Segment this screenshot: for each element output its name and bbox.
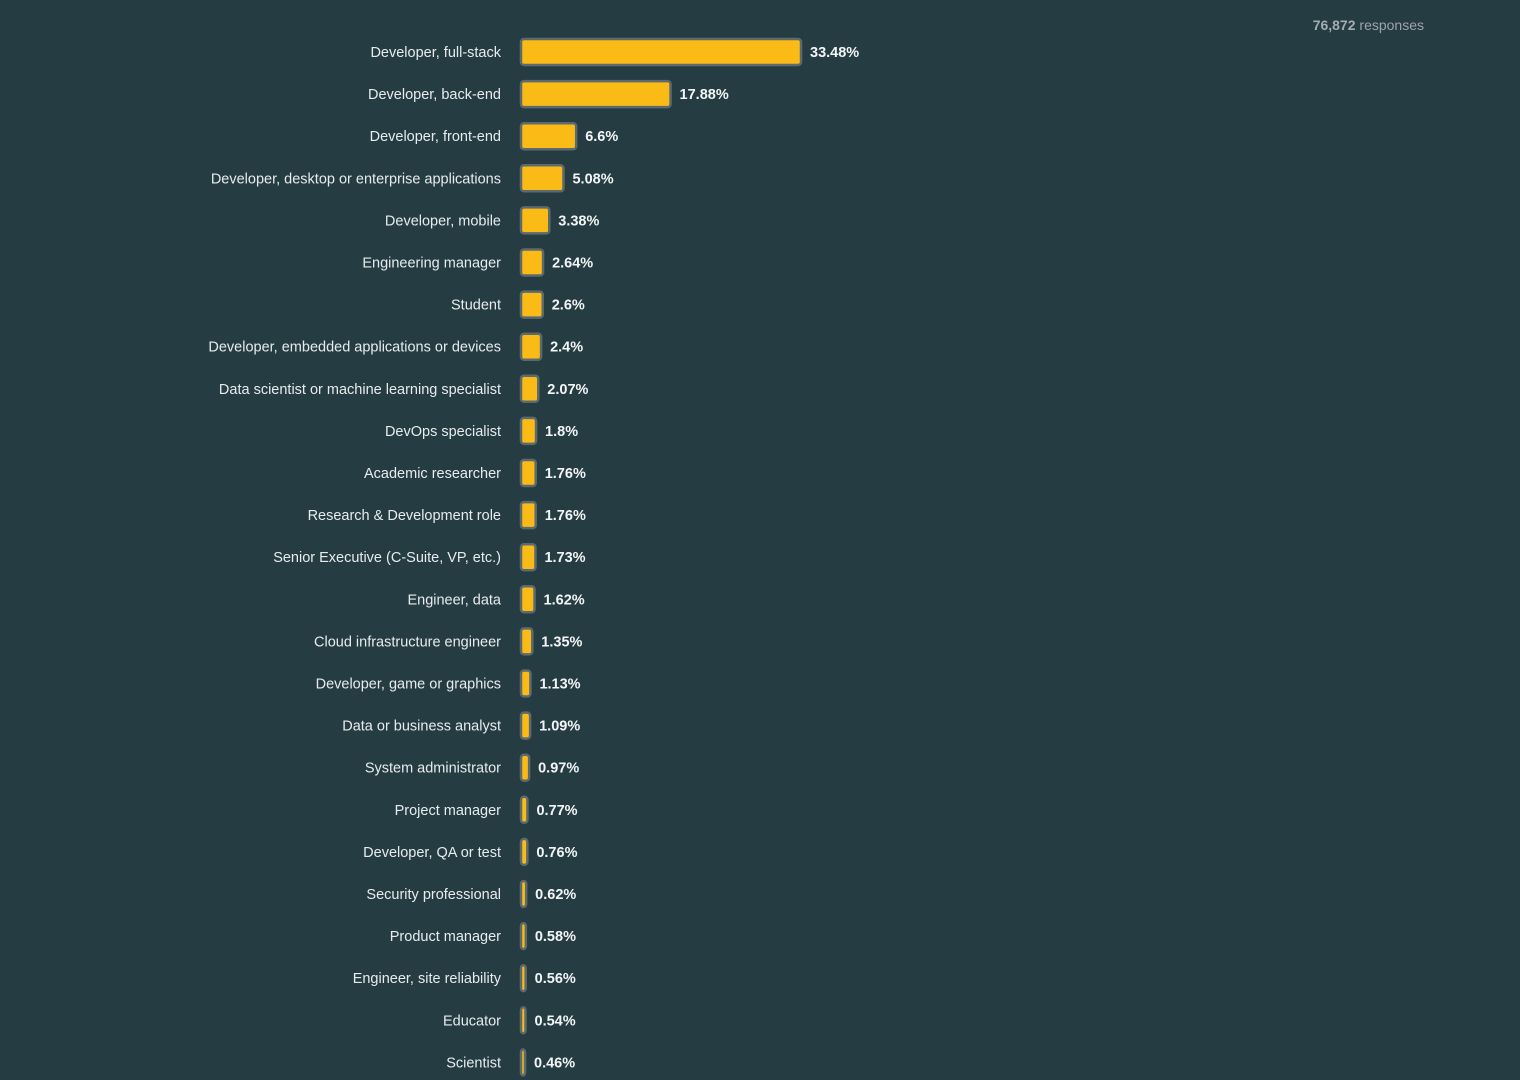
bar [519,585,536,614]
value-label: 2.64% [552,256,593,272]
category-label: Research & Development role [308,508,501,524]
category-label: Engineering manager [362,256,501,272]
category-label: Developer, back-end [368,87,501,103]
category-label: DevOps specialist [385,424,501,440]
responses-word: responses [1359,17,1424,33]
value-label: 2.6% [552,298,585,314]
value-label: 0.97% [538,761,579,777]
bar [519,921,528,951]
bar [519,753,531,782]
value-label: 1.13% [539,677,580,693]
bar [519,963,527,993]
category-label: Developer, embedded applications or devi… [208,340,501,356]
category-label: Academic researcher [364,466,501,482]
category-label: System administrator [365,761,501,777]
value-label: 0.62% [535,887,576,903]
category-label: Student [451,298,501,314]
category-label: Developer, front-end [370,129,501,145]
category-label: Scientist [446,1055,501,1071]
bar [519,669,532,698]
bar [519,248,545,277]
category-label: Developer, desktop or enterprise applica… [211,171,501,187]
value-label: 0.58% [535,929,576,945]
value-label: 1.62% [544,592,585,608]
category-label: Product manager [390,929,501,945]
bar [519,37,803,67]
category-label: Cloud infrastructure engineer [314,634,501,650]
bar [519,458,537,488]
category-label: Engineer, data [407,592,501,608]
value-label: 1.73% [544,550,585,566]
value-label: 2.07% [547,382,588,398]
value-label: 1.76% [545,466,586,482]
bar [519,500,537,530]
value-label: 0.54% [535,1013,576,1029]
category-label: Senior Executive (C-Suite, VP, etc.) [273,550,501,566]
bar [519,332,543,361]
value-label: 0.56% [535,971,576,987]
value-label: 33.48% [810,45,859,61]
category-label: Developer, mobile [385,213,501,229]
value-label: 1.76% [545,508,586,524]
responses-summary: 76,872 responses [1313,17,1424,33]
value-label: 0.77% [536,803,577,819]
value-label: 5.08% [572,171,613,187]
bar [519,627,534,656]
bar [519,542,537,572]
bar [519,290,544,319]
bar [519,711,532,740]
bar [519,837,529,867]
bar [519,206,551,235]
bar [519,1006,527,1035]
category-label: Developer, full-stack [370,45,501,61]
value-label: 0.46% [534,1055,575,1071]
bar [519,1048,527,1077]
bar [519,121,578,151]
category-label: Project manager [395,803,502,819]
bar [519,795,529,825]
bar [519,879,528,909]
bar [519,374,540,404]
category-label: Developer, QA or test [363,845,501,861]
category-label: Data scientist or machine learning speci… [219,382,501,398]
responses-count: 76,872 [1312,17,1356,33]
value-label: 1.35% [541,634,582,650]
value-label: 17.88% [680,87,729,103]
category-label: Educator [443,1013,501,1029]
value-label: 0.76% [536,845,577,861]
category-label: Data or business analyst [342,719,501,735]
bar [519,79,672,109]
bar [519,416,538,446]
value-label: 1.8% [545,424,578,440]
bar [519,164,565,193]
category-label: Security professional [366,887,501,903]
value-label: 1.09% [539,719,580,735]
value-label: 6.6% [585,129,618,145]
category-label: Developer, game or graphics [316,677,501,693]
category-label: Engineer, site reliability [353,971,502,987]
value-label: 2.4% [550,340,583,356]
value-label: 3.38% [558,213,599,229]
